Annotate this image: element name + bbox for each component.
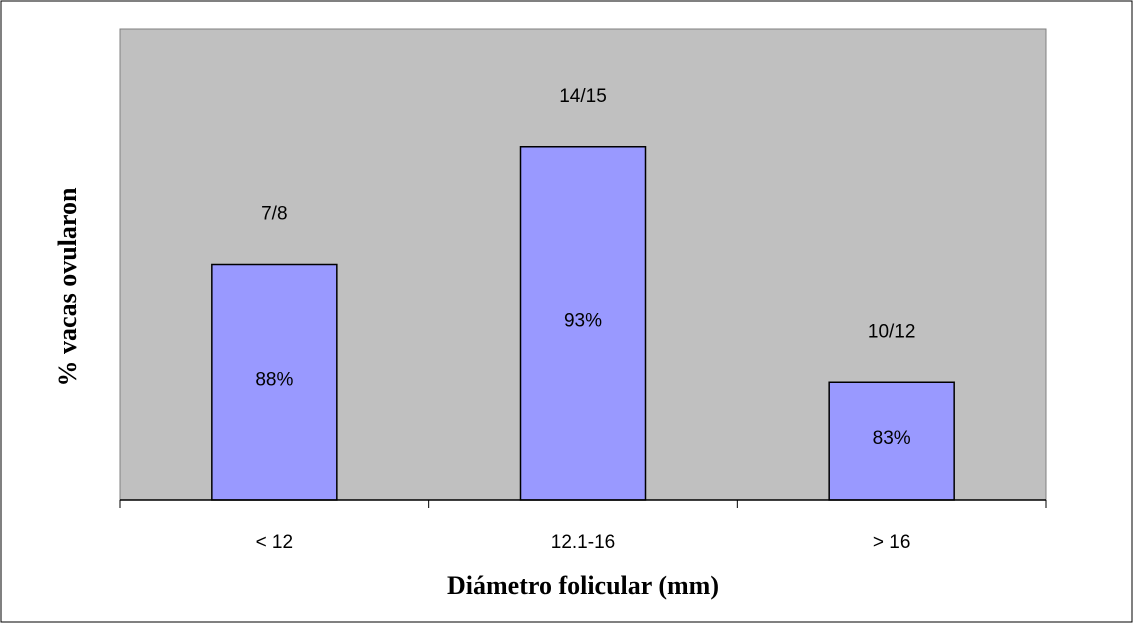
y-axis-title: % vacas ovularon <box>53 187 82 386</box>
bar <box>211 263 338 501</box>
bar <box>519 146 647 501</box>
bars-group: 88% 7/8 93% 14/15 83% 10/12 <box>211 86 955 501</box>
bar-value-label: 83% <box>873 428 911 449</box>
bar <box>828 381 955 501</box>
x-axis-title: Diámetro folicular (mm) <box>447 571 719 600</box>
bar-value-label: 93% <box>564 310 602 331</box>
x-tick-label: < 12 <box>256 532 294 553</box>
x-tick-label: > 16 <box>873 532 911 553</box>
x-axis: < 12 12.1-16 > 16 <box>119 499 1047 553</box>
bar-ratio-label: 14/15 <box>559 86 607 107</box>
bar-ratio-label: 10/12 <box>868 321 916 342</box>
bar-ratio-label: 7/8 <box>261 204 287 225</box>
x-tick-label: 12.1-16 <box>551 532 615 553</box>
bar-value-label: 88% <box>255 369 293 390</box>
